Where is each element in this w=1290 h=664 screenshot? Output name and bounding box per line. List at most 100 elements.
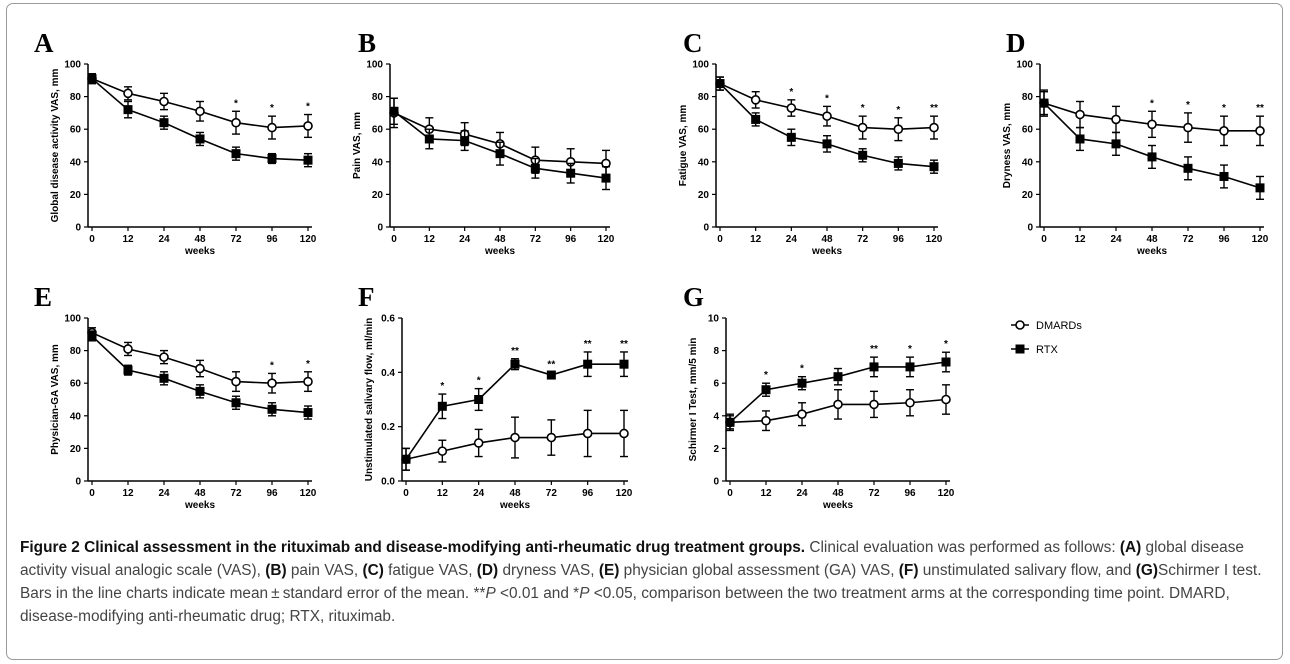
x-tick-label: 48 — [509, 488, 521, 499]
series-rtx — [87, 73, 313, 168]
rtx-marker — [619, 359, 629, 369]
series-dmards — [87, 73, 313, 140]
figure-frame — [6, 3, 1283, 660]
significance-label: * — [270, 360, 274, 371]
dmards-marker — [869, 399, 879, 410]
dmards-marker — [761, 415, 771, 426]
rtx-marker — [905, 362, 915, 372]
series-rtx — [725, 351, 951, 430]
y-tick-label: 8 — [713, 346, 719, 357]
legend-item: RTX — [1011, 344, 1058, 356]
legend-label: DMARDs — [1036, 320, 1082, 332]
series-rtx — [87, 330, 313, 420]
caption-text: <0.01 and * — [495, 585, 580, 602]
x-tick-label: 96 — [266, 488, 278, 499]
x-tick-label: 24 — [158, 488, 170, 499]
rtx-marker — [941, 357, 951, 367]
significance-label: * — [270, 103, 274, 114]
y-axis-title: Global disease activity VAS, mm — [50, 69, 61, 223]
caption-tag-d: (D) — [476, 562, 499, 579]
significance-label: ** — [547, 359, 555, 370]
dmards-marker — [159, 96, 169, 107]
x-tick-label: 12 — [437, 488, 449, 499]
y-tick-label: 10 — [708, 314, 720, 325]
x-tick-label: 0 — [1041, 234, 1047, 245]
caption-tag-a: (A) — [1119, 539, 1142, 556]
significance-label: * — [1222, 103, 1226, 114]
y-tick-label: 20 — [70, 190, 82, 201]
rtx-marker — [797, 378, 807, 388]
rtx-marker — [869, 362, 879, 372]
rtx-marker — [833, 372, 843, 382]
dmards-marker — [1147, 119, 1157, 130]
x-tick-label: 72 — [230, 234, 242, 245]
series-rtx — [1039, 91, 1265, 200]
y-tick-label: 100 — [64, 60, 81, 71]
x-axis-title: weeks — [484, 246, 515, 257]
dmards-marker — [941, 394, 951, 405]
significance-label: * — [764, 370, 768, 381]
significance-label: * — [861, 103, 865, 114]
x-tick-label: 120 — [300, 234, 317, 245]
rtx-marker — [401, 454, 411, 464]
rtx-marker — [786, 132, 796, 142]
y-tick-label: 80 — [1022, 92, 1034, 103]
x-axis-title: weeks — [822, 500, 853, 511]
dmards-marker — [833, 399, 843, 410]
y-tick-label: 0.4 — [381, 368, 395, 379]
significance-label: ** — [584, 339, 592, 350]
y-axis-title: Physician-GA VAS, mm — [50, 344, 61, 455]
legend-label: RTX — [1036, 344, 1058, 356]
rtx-marker — [929, 162, 939, 172]
x-tick-label: 12 — [760, 488, 772, 499]
y-tick-label: 20 — [1022, 190, 1034, 201]
x-tick-label: 120 — [300, 488, 317, 499]
x-tick-label: 96 — [266, 234, 278, 245]
significance-label: * — [908, 344, 912, 355]
x-tick-label: 120 — [1252, 234, 1269, 245]
dmards-marker — [267, 378, 277, 389]
x-tick-label: 96 — [893, 234, 905, 245]
caption-tag-g: (G) — [1135, 562, 1158, 579]
x-tick-label: 48 — [1146, 234, 1158, 245]
significance-label: * — [306, 102, 310, 113]
series-rtx — [401, 351, 629, 471]
figure-caption: Figure 2 Clinical assessment in the ritu… — [20, 536, 1275, 628]
rtx-marker — [751, 114, 761, 124]
y-tick-label: 0 — [75, 223, 81, 234]
x-tick-label: 72 — [230, 488, 242, 499]
x-tick-label: 24 — [158, 234, 170, 245]
rtx-marker — [267, 154, 277, 164]
dmards-marker — [619, 428, 629, 439]
y-tick-label: 0 — [703, 223, 709, 234]
y-tick-label: 40 — [372, 157, 384, 168]
rtx-marker — [530, 163, 540, 173]
x-tick-label: 48 — [821, 234, 833, 245]
x-tick-label: 48 — [494, 234, 506, 245]
dmards-marker — [1183, 122, 1193, 133]
x-tick-label: 72 — [868, 488, 880, 499]
dmards-marker — [231, 376, 241, 387]
rtx-marker — [303, 408, 313, 418]
legend: DMARDs RTX — [1011, 320, 1082, 356]
y-tick-label: 20 — [698, 190, 710, 201]
y-tick-label: 6 — [713, 379, 719, 390]
rtx-marker — [123, 365, 133, 375]
series-dmards — [87, 327, 313, 394]
rtx-marker — [231, 398, 241, 408]
rtx-marker — [123, 105, 133, 115]
x-tick-label: 96 — [1218, 234, 1230, 245]
y-tick-label: 60 — [70, 379, 82, 390]
significance-label: * — [944, 339, 948, 350]
y-axis-title: Unstimulated salivary flow, ml/min — [364, 318, 375, 482]
dmards-marker — [1219, 126, 1229, 136]
x-tick-label: 24 — [786, 234, 798, 245]
panel-letter: F — [358, 282, 375, 312]
y-tick-label: 40 — [70, 411, 82, 422]
significance-label: ** — [870, 344, 878, 355]
dmards-marker — [546, 432, 557, 443]
panel-letter: D — [1006, 28, 1026, 58]
significance-label: * — [1186, 100, 1190, 111]
dmards-marker — [303, 376, 313, 387]
dmards-marker — [195, 363, 205, 374]
